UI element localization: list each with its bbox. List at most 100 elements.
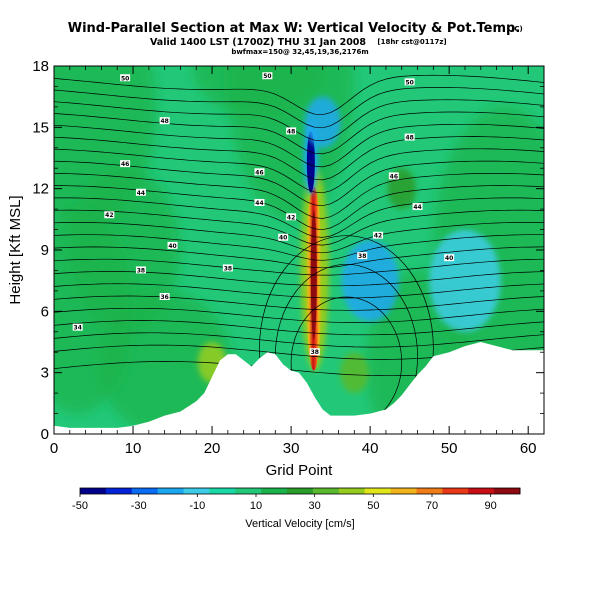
isentrope [54, 307, 544, 323]
contour-label-bg [104, 211, 115, 219]
contour-label: 40 [278, 233, 289, 242]
contour-label-bg [135, 188, 146, 196]
contour-label: 46 [120, 160, 131, 168]
velocity-anomaly [304, 96, 341, 148]
valid-time-line: Valid 1400 LST (1700Z) THU 31 Jan 2008 [150, 37, 366, 48]
colorbar-swatch [209, 488, 236, 494]
contour-label: 44 [254, 198, 265, 207]
isentrope [54, 160, 544, 207]
contour-label-bg [309, 348, 320, 356]
colorbar-tick-label: 90 [485, 500, 497, 512]
y-axis-label: Height [Kft MSL] [7, 195, 24, 304]
contour-label-text: 36 [160, 294, 168, 301]
y-tick-label: 9 [41, 242, 49, 259]
isentrope [54, 172, 544, 219]
colorbar-swatch [442, 488, 469, 494]
isentrope [54, 74, 544, 116]
contour-label: 38 [309, 348, 320, 356]
isentrope [54, 197, 544, 238]
valid-run-label: [18hr cst@0117z] [377, 38, 446, 46]
y-tick-label: 18 [32, 58, 49, 75]
x-tick-label: 40 [362, 440, 379, 457]
contour-label-bg [222, 264, 233, 272]
isentrope [259, 235, 434, 434]
contour-label-bg [388, 172, 399, 180]
colorbar-swatch [287, 488, 314, 494]
isentrope [54, 111, 544, 155]
isentrope [54, 222, 544, 254]
x-tick-label: 50 [441, 440, 458, 457]
contour-label: 40 [444, 254, 455, 262]
colorbar-swatch [468, 488, 495, 494]
isentrope [54, 283, 544, 299]
isentrope [54, 271, 544, 287]
colorbar-tick-label: -30 [131, 500, 147, 512]
contour-label-bg [120, 160, 131, 168]
x-tick-label: 30 [283, 440, 300, 457]
contour-label-text: 46 [390, 173, 398, 180]
velocity-band [54, 209, 134, 414]
contour-label-text: 48 [287, 128, 295, 135]
colorbar-swatch [261, 488, 288, 494]
terrain [54, 342, 544, 434]
isentrope [54, 185, 544, 231]
contour-label-text: 38 [311, 349, 319, 356]
isentrope [54, 234, 544, 261]
contour-label: 38 [222, 264, 233, 272]
contour-label-bg [404, 78, 415, 86]
colorbar-swatch [80, 488, 107, 494]
contour-label-bg [72, 323, 83, 331]
contour-label-text: 48 [405, 135, 413, 142]
contour-label-text: 44 [413, 204, 421, 211]
contour-label: 48 [404, 133, 415, 142]
velocity-anomaly [429, 229, 501, 332]
contour-label-bg [254, 198, 265, 206]
y-tick-label: 12 [32, 181, 49, 198]
contour-label-bg [278, 233, 289, 241]
isentrope [54, 209, 544, 246]
x-axis: 0 10 20 30 40 50 60 [50, 66, 545, 457]
contour-label-text: 40 [168, 243, 176, 250]
colorbar-frame [79, 487, 521, 495]
contour-label-bg [373, 231, 384, 239]
contour-label-text: 50 [263, 73, 271, 80]
contour-label-text: 50 [121, 75, 129, 82]
contour-label-bg [286, 127, 297, 135]
contour-label-bg [404, 133, 415, 141]
colorbar-tick-label: -50 [72, 500, 88, 512]
contour-label: 48 [159, 117, 170, 125]
colorbar-swatch [364, 488, 392, 494]
colorbar-swatch [157, 488, 185, 494]
contour-label-bg [159, 117, 170, 125]
chart-title: Wind-Parallel Section at Max W: Vertical… [68, 21, 521, 36]
x-tick-label: 0 [50, 440, 58, 457]
isentrope [54, 320, 544, 336]
velocity-anomaly [341, 239, 399, 322]
x-axis-label: Grid Point [266, 462, 334, 479]
contour-label-bg [135, 266, 146, 274]
contour-label: 42 [104, 211, 115, 219]
colorbar-swatch [235, 488, 262, 494]
colorbar-swatch [312, 488, 340, 494]
isentrope [54, 136, 544, 181]
colorbar-swatch [416, 488, 443, 494]
contour-label-text: 40 [279, 235, 287, 242]
isentrope [54, 123, 544, 168]
contour-label: 38 [135, 266, 146, 274]
contour-label-text: 44 [255, 200, 263, 207]
contour-label: 42 [286, 213, 297, 221]
contour-label: 40 [167, 241, 178, 250]
isentrope [54, 295, 544, 311]
contour-label-text: 46 [255, 169, 263, 176]
x-tick-label: 60 [520, 440, 537, 457]
contour-label-text: 34 [74, 325, 82, 332]
contour-label: 42 [373, 231, 384, 240]
isentrope [54, 99, 544, 142]
colorbar-tick-label: -10 [189, 500, 205, 512]
contour-label-text: 38 [358, 253, 366, 260]
contour-label-text: 44 [137, 190, 145, 197]
contour-label: 38 [357, 252, 368, 260]
chart-title-unit: (C) [511, 25, 523, 33]
